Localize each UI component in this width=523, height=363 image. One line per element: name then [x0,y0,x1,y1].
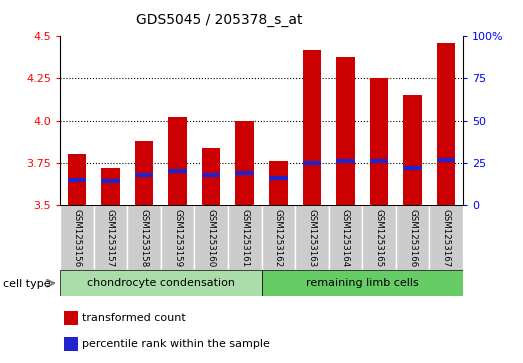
Text: remaining limb cells: remaining limb cells [306,278,418,288]
Bar [135,141,153,205]
Bar [64,311,78,325]
Bar [101,168,120,205]
Text: GSM1253163: GSM1253163 [308,209,316,267]
Bar [235,121,254,205]
Text: GSM1253165: GSM1253165 [374,209,383,267]
Bar [228,205,262,270]
Bar [262,270,463,296]
Bar [60,205,94,270]
Bar [60,270,262,296]
Bar [403,95,422,205]
Bar [370,78,388,205]
Text: cell type: cell type [3,279,50,289]
Text: GSM1253162: GSM1253162 [274,209,283,267]
Text: transformed count: transformed count [82,313,186,323]
Bar [64,337,78,351]
Bar [67,155,86,205]
Bar [202,148,220,205]
Bar [269,161,288,205]
Bar [168,117,187,205]
Text: GDS5045 / 205378_s_at: GDS5045 / 205378_s_at [137,13,303,27]
Text: GSM1253164: GSM1253164 [341,209,350,267]
Bar [127,205,161,270]
Bar [295,205,328,270]
Text: GSM1253156: GSM1253156 [72,209,82,267]
Bar [336,57,355,205]
Bar [195,205,228,270]
Text: GSM1253157: GSM1253157 [106,209,115,267]
Bar [262,205,295,270]
Text: GSM1253161: GSM1253161 [240,209,249,267]
Text: GSM1253159: GSM1253159 [173,209,182,267]
Bar [303,50,321,205]
Text: GSM1253166: GSM1253166 [408,209,417,267]
Bar [161,205,195,270]
Bar [437,43,456,205]
Text: GSM1253158: GSM1253158 [140,209,149,267]
Bar [396,205,429,270]
Text: percentile rank within the sample: percentile rank within the sample [82,339,270,349]
Text: GSM1253167: GSM1253167 [441,209,451,267]
Bar [362,205,396,270]
Bar [94,205,127,270]
Bar [328,205,362,270]
Text: GSM1253160: GSM1253160 [207,209,215,267]
Text: chondrocyte condensation: chondrocyte condensation [87,278,235,288]
Bar [429,205,463,270]
